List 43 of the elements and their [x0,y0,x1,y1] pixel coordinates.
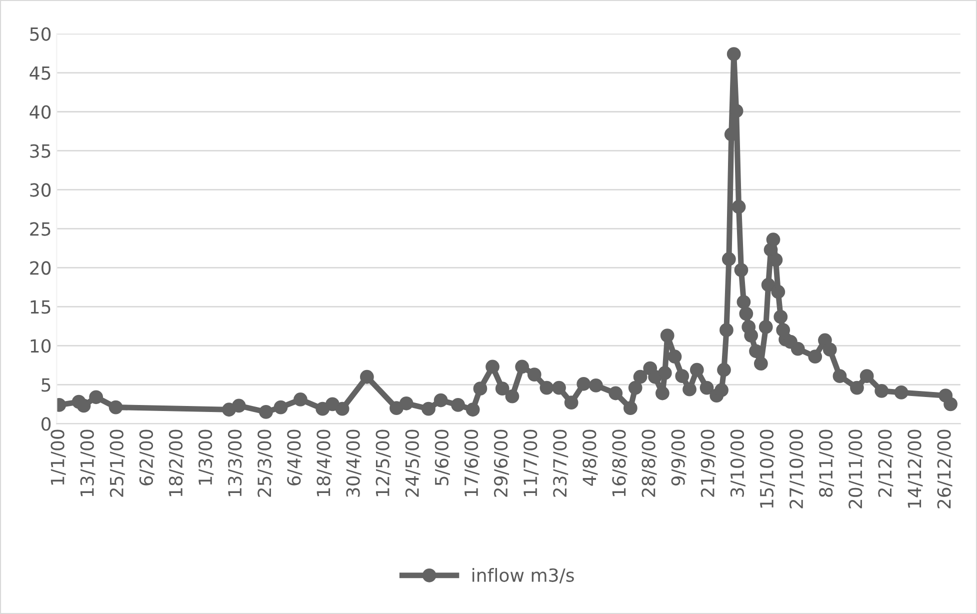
y-tick-label: 45 [30,66,50,80]
x-tick-label: 18/4/00 [316,430,332,496]
x-tick-label: 14/12/00 [908,430,923,508]
y-tick-label: 10 [30,339,51,353]
y-tick-label: 25 [30,222,50,236]
x-tick-label: 25/1/00 [110,430,125,497]
x-tick-label: 2/12/00 [878,430,894,497]
y-tick-label: 15 [30,300,50,314]
y-tick-label: 5 [42,378,50,392]
x-tick-label: 25/3/00 [258,430,273,497]
x-tick-label: 6/2/00 [139,430,154,486]
x-tick-label: 6/4/00 [287,430,302,486]
y-tick-label: 0 [42,417,51,431]
x-tick-label: 29/6/00 [494,430,510,497]
x-tick-label: 4/8/00 [582,430,598,486]
x-tick-label: 3/10/00 [730,430,746,497]
y-tick-label: 20 [30,261,51,275]
x-tick-label: 20/11/00 [848,430,864,508]
x-tick-label: 1/1/00 [50,430,66,485]
y-tick-label: 40 [30,105,51,119]
legend-label: inflow m3/s [472,568,574,584]
x-tick-label: 24/5/00 [405,430,420,497]
x-tick-label: 13/1/00 [80,430,96,496]
x-tick-label: 30/4/00 [346,430,362,497]
x-tick-label: 5/6/00 [434,430,450,486]
y-tick-label: 50 [30,27,51,41]
x-tick-label: 28/8/00 [642,430,657,497]
x-tick-label: 26/12/00 [937,430,952,508]
x-tick-label: 23/7/00 [553,430,568,497]
x-tick-label: 18/2/00 [168,430,184,496]
x-tick-label: 15/10/00 [760,430,775,508]
x-tick-label: 27/10/00 [789,430,805,508]
x-tick-label: 1/3/00 [198,430,214,485]
x-tick-label: 17/6/00 [464,430,480,496]
x-tick-label: 16/8/00 [612,430,628,496]
x-tick-label: 13/3/00 [228,430,244,496]
y-tick-label: 30 [30,183,51,197]
x-tick-label: 8/11/00 [819,430,834,497]
x-tick-label: 9/9/00 [671,430,686,486]
x-tick-label: 12/5/00 [376,430,391,496]
x-tick-label: 11/7/00 [524,430,539,496]
y-tick-label: 35 [30,144,50,158]
x-tick-label: 21/9/00 [700,430,716,497]
